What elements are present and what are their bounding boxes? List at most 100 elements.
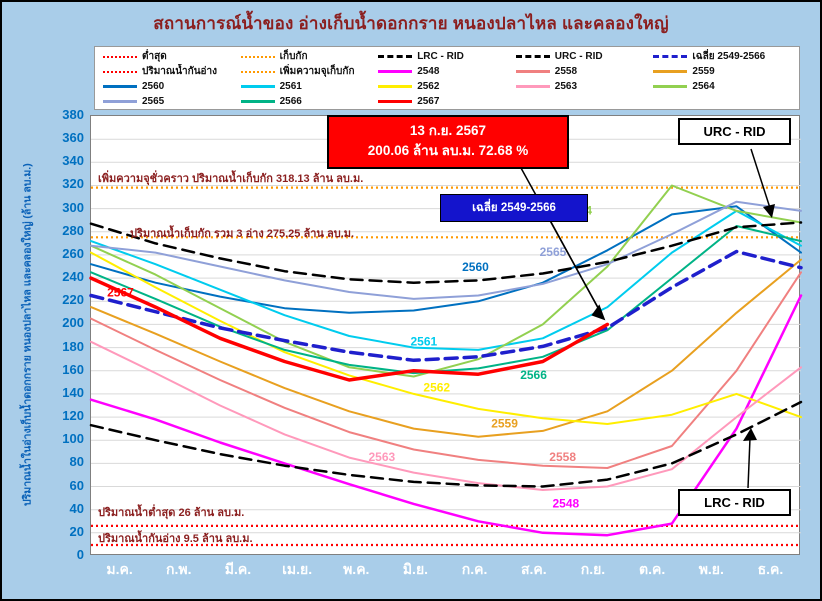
y-tick-100: 100	[62, 431, 84, 447]
legend-item-2560: 2560	[103, 81, 241, 92]
legend-label: 2567	[417, 96, 440, 107]
series-label-2561: 2561	[411, 334, 438, 348]
urc-connector	[750, 148, 771, 209]
series-label-2558: 2558	[549, 450, 576, 464]
legend-line-swatch	[378, 85, 413, 88]
legend-label: URC - RID	[554, 51, 603, 62]
y-tick-300: 300	[62, 199, 84, 215]
y-tick-360: 360	[62, 130, 84, 146]
x-tick-2: มี.ค.	[224, 561, 252, 577]
legend-line-swatch	[378, 70, 413, 73]
legend-item-2566: 2566	[240, 96, 379, 107]
legend-item-2565: 2565	[103, 96, 241, 107]
y-tick-200: 200	[62, 315, 84, 331]
legend-label: 2565	[142, 96, 165, 107]
legend-item-2548: 2548	[378, 66, 516, 77]
legend-line-swatch	[103, 100, 137, 103]
x-tick-11: ธ.ค.	[757, 561, 784, 577]
legend-line-swatch	[378, 55, 413, 58]
series-line-2563	[90, 340, 802, 491]
legend-item-ปริมาณน้ำกันอ่าง: ปริมาณน้ำกันอ่าง	[103, 64, 241, 79]
legend-item-URC - RID: URC - RID	[515, 51, 654, 62]
chart-legend: ต่ำสุด เก็บกัก LRC - RID URC - RID เฉลี่ย 25…	[94, 46, 800, 110]
series-label-2567: 2567	[107, 286, 134, 300]
legend-label: 2562	[417, 81, 440, 92]
lrc-rid-box: LRC - RID	[678, 489, 791, 516]
legend-label: 2563	[554, 81, 578, 92]
x-tick-4: พ.ค.	[343, 561, 370, 577]
callout-value: 200.06 ล้าน ลบ.ม. 72.68 %	[367, 143, 529, 159]
legend-line-swatch	[515, 55, 550, 58]
y-tick-160: 160	[62, 361, 84, 377]
y-tick-20: 20	[69, 523, 84, 539]
legend-label: 2566	[279, 96, 302, 107]
legend-item-เพิ่มความจุเก็บกัก: เพิ่มความจุเก็บกัก	[240, 64, 379, 79]
legend-label: 2564	[692, 81, 715, 92]
y-tick-220: 220	[62, 292, 84, 308]
plot-area: 2567256025612562256325592558254825652564…	[89, 115, 803, 555]
series-line-2559	[90, 258, 802, 438]
latest-value-callout: 13 ก.ย. 2567 200.06 ล้าน ลบ.ม. 72.68 %	[327, 115, 569, 169]
urc-arrowhead	[763, 204, 775, 218]
y-tick-240: 240	[62, 269, 84, 285]
callout-date: 13 ก.ย. 2567	[409, 123, 487, 138]
x-tick-8: ก.ย.	[580, 561, 606, 577]
series-label-2563: 2563	[369, 450, 396, 464]
series-line-2565	[90, 200, 802, 300]
series-label-2559: 2559	[491, 417, 518, 431]
legend-item-2559: 2559	[653, 66, 791, 77]
dead-storage-note: ปริมาณน้ำกันอ่าง 9.5 ล้าน ลบ.ม.	[98, 533, 253, 545]
legend-item-2567: 2567	[378, 96, 516, 107]
minimum-note: ปริมาณน้ำต่ำสุด 26 ล้าน ลบ.ม.	[98, 507, 245, 519]
series-label-2562: 2562	[423, 381, 450, 395]
legend-line-swatch	[653, 70, 688, 73]
series-line-เฉลี่ย 2549-2566	[89, 249, 803, 363]
y-tick-60: 60	[69, 477, 84, 493]
legend-item-LRC - RID: LRC - RID	[378, 51, 516, 62]
series-line-URC - RID	[89, 221, 803, 284]
average-label-box: เฉลี่ย 2549-2566	[440, 194, 588, 222]
y-axis-labels: 0 20 40 60 80 100 120 140 160 180 200 220 240 260 280 3…	[50, 107, 86, 562]
legend-item-2561: 2561	[240, 81, 379, 92]
legend-label: 2558	[554, 66, 578, 77]
legend-line-swatch	[240, 85, 275, 88]
legend-line-swatch	[653, 85, 688, 88]
series-line-2561	[90, 209, 802, 351]
legend-line-swatch	[103, 85, 137, 88]
lrc-connector	[747, 437, 751, 489]
y-tick-260: 260	[62, 245, 84, 261]
legend-line-swatch	[515, 70, 550, 73]
urc-rid-box: URC - RID	[678, 118, 791, 145]
legend-label: ต่ำสุด	[142, 51, 167, 62]
legend-item-2564: 2564	[653, 81, 791, 92]
series-line-2562	[90, 251, 802, 425]
x-tick-10: พ.ย.	[698, 561, 724, 577]
legend-label: เพิ่มความจุเก็บกัก	[279, 66, 355, 77]
series-line-2560	[90, 205, 802, 314]
series-label-2565: 2565	[540, 245, 567, 259]
x-tick-7: ส.ค.	[520, 561, 547, 577]
x-axis-labels: ม.ค. ก.พ. มี.ค. เม.ย. พ.ค. มิ.ย. ก.ค. ส.ค. ก.ย. ต…	[90, 559, 800, 581]
legend-line-swatch	[240, 70, 275, 73]
x-tick-6: ก.ค.	[461, 561, 488, 577]
y-tick-80: 80	[69, 454, 84, 470]
series-label-2548: 2548	[553, 496, 580, 510]
x-tick-1: ก.พ.	[166, 561, 192, 577]
series-label-2560: 2560	[462, 260, 489, 274]
legend-line-swatch	[378, 100, 413, 103]
legend-item-เก็บกัก: เก็บกัก	[240, 49, 379, 64]
legend-label: 2559	[692, 66, 715, 77]
series-label-2566: 2566	[520, 368, 547, 382]
y-tick-0: 0	[76, 547, 84, 562]
avg-connector	[550, 221, 601, 311]
capacity-note: ปริมาณน้ำเก็บกัก รวม 3 อ่าง 275.25 ล้าน …	[130, 228, 355, 240]
y-axis-title: ปริมาณน้ำในอ่างเก็บน้ำดอกกราย หนองปลาไหล…	[21, 163, 34, 507]
y-tick-140: 140	[62, 384, 84, 400]
lrc-arrowhead	[743, 428, 757, 441]
series-line-2564	[90, 184, 802, 378]
legend-item-2563: 2563	[515, 81, 654, 92]
page-title: สถานการณ์น้ำของ อ่างเก็บน้ำดอกกราย หนองป…	[153, 14, 669, 33]
y-tick-120: 120	[62, 408, 84, 424]
legend-line-swatch	[240, 100, 275, 103]
